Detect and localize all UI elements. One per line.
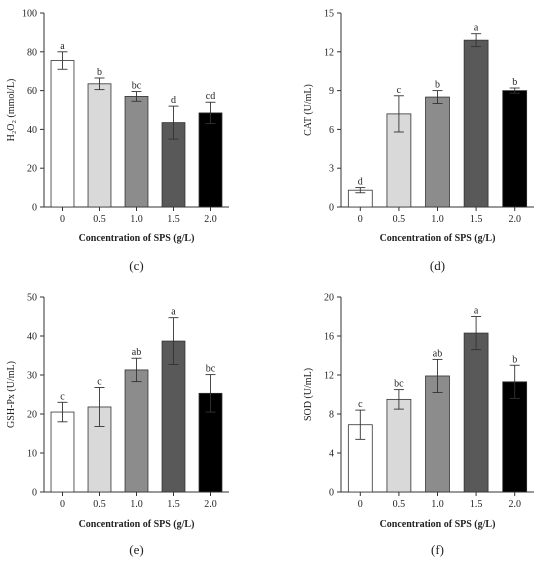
bar <box>386 398 412 493</box>
y-tick-label: 20 <box>27 410 37 421</box>
y-tick-label: 8 <box>329 410 334 421</box>
significance-label: c <box>397 85 402 96</box>
significance-label: c <box>60 391 65 402</box>
x-tick-label: 1.5 <box>167 214 180 225</box>
bar <box>124 96 149 208</box>
y-tick-label: 80 <box>27 47 37 58</box>
y-tick-label: 0 <box>32 488 37 499</box>
significance-label: a <box>474 23 479 34</box>
panel-label: (f) <box>431 542 444 557</box>
significance-label: c <box>97 376 102 387</box>
significance-label: a <box>474 306 479 317</box>
y-tick-label: 15 <box>324 9 334 20</box>
x-tick-label: 1.0 <box>130 214 143 225</box>
x-tick-label: 0 <box>60 499 65 510</box>
x-tick-label: 1.5 <box>470 214 483 225</box>
bar <box>502 90 528 208</box>
significance-label: ab <box>132 347 141 358</box>
y-tick-label: 4 <box>329 449 334 460</box>
y-axis-title: CAT (U/mL) <box>303 84 314 136</box>
y-tick-label: 12 <box>324 371 334 382</box>
y-axis-title: H₂O₂ (mmol/L) <box>6 79 17 142</box>
y-axis-title: GSH-Px (U/mL) <box>6 361 17 428</box>
panel-label: (c) <box>129 258 143 273</box>
bar <box>87 83 112 208</box>
significance-label: b <box>97 67 102 78</box>
x-tick-label: 0.5 <box>93 499 106 510</box>
significance-label: d <box>358 177 363 188</box>
x-tick-label: 0 <box>60 214 65 225</box>
x-tick-label: 0.5 <box>93 214 106 225</box>
significance-label: b <box>435 80 440 91</box>
y-tick-label: 40 <box>27 125 37 136</box>
y-tick-label: 20 <box>324 293 334 304</box>
bar <box>425 375 450 493</box>
chart-panel-2: 0 10 20 30 40 50 c 0 c 0.5 ab 1.0 a 1.5 bc 2.0 Concentra… <box>6 293 229 557</box>
y-axis-title: SOD (U/mL) <box>303 368 314 421</box>
y-tick-label: 50 <box>27 293 37 304</box>
bar <box>463 39 489 208</box>
x-axis-title: Concentration of SPS (g/L) <box>380 519 496 530</box>
x-tick-label: 0.5 <box>393 214 406 225</box>
x-tick-label: 2.0 <box>204 214 217 225</box>
y-tick-label: 6 <box>329 125 334 136</box>
chart-panel-1: 0 3 6 9 12 15 d 0 c 0.5 b 1.0 a 1.5 b 2.0 Concentration … <box>303 9 534 273</box>
significance-label: a <box>171 307 176 318</box>
bar <box>50 60 75 208</box>
y-tick-label: 3 <box>329 164 334 175</box>
panel-label: (d) <box>430 258 445 273</box>
significance-label: b <box>512 354 517 365</box>
significance-label: bc <box>394 379 404 390</box>
x-tick-label: 1.0 <box>431 499 444 510</box>
bar <box>198 112 223 208</box>
significance-label: b <box>512 77 517 88</box>
significance-label: a <box>60 41 65 52</box>
x-axis-title: Concentration of SPS (g/L) <box>79 233 195 244</box>
x-tick-label: 0 <box>358 214 363 225</box>
x-axis-title: Concentration of SPS (g/L) <box>79 519 195 530</box>
significance-label: c <box>358 399 363 410</box>
chart-panel-3: 0 4 8 12 16 20 c 0 bc 0.5 ab 1.0 a 1.5 b 2.0 Concentrati… <box>303 293 534 557</box>
x-tick-label: 1.5 <box>167 499 180 510</box>
y-tick-label: 10 <box>27 449 37 460</box>
x-tick-label: 1.0 <box>130 499 143 510</box>
y-tick-label: 0 <box>329 488 334 499</box>
significance-label: bc <box>206 364 216 375</box>
x-axis-title: Concentration of SPS (g/L) <box>380 233 496 244</box>
y-tick-label: 40 <box>27 332 37 343</box>
x-tick-label: 2.0 <box>508 499 521 510</box>
y-tick-label: 60 <box>27 86 37 97</box>
bar <box>425 96 450 208</box>
significance-label: ab <box>433 348 442 359</box>
x-tick-label: 2.0 <box>204 499 217 510</box>
x-tick-label: 2.0 <box>508 214 521 225</box>
y-tick-label: 20 <box>27 164 37 175</box>
y-tick-label: 12 <box>324 47 334 58</box>
significance-label: bc <box>132 81 142 92</box>
significance-label: cd <box>206 91 215 102</box>
y-tick-label: 0 <box>329 203 334 214</box>
y-tick-label: 0 <box>32 203 37 214</box>
y-tick-label: 9 <box>329 86 334 97</box>
x-tick-label: 0.5 <box>393 499 406 510</box>
y-tick-label: 100 <box>22 9 37 20</box>
bar <box>50 411 75 493</box>
x-tick-label: 1.0 <box>431 214 444 225</box>
chart-panel-0: 0 20 40 60 80 100 a 0 b 0.5 bc 1.0 d 1.5 cd 2.0 Concentr… <box>6 9 229 273</box>
significance-label: d <box>171 95 176 106</box>
bar <box>124 369 149 493</box>
y-tick-label: 30 <box>27 371 37 382</box>
bar <box>463 332 489 493</box>
x-tick-label: 1.5 <box>470 499 483 510</box>
x-tick-label: 0 <box>358 499 363 510</box>
y-tick-label: 16 <box>324 332 334 343</box>
panel-label: (e) <box>129 542 143 557</box>
